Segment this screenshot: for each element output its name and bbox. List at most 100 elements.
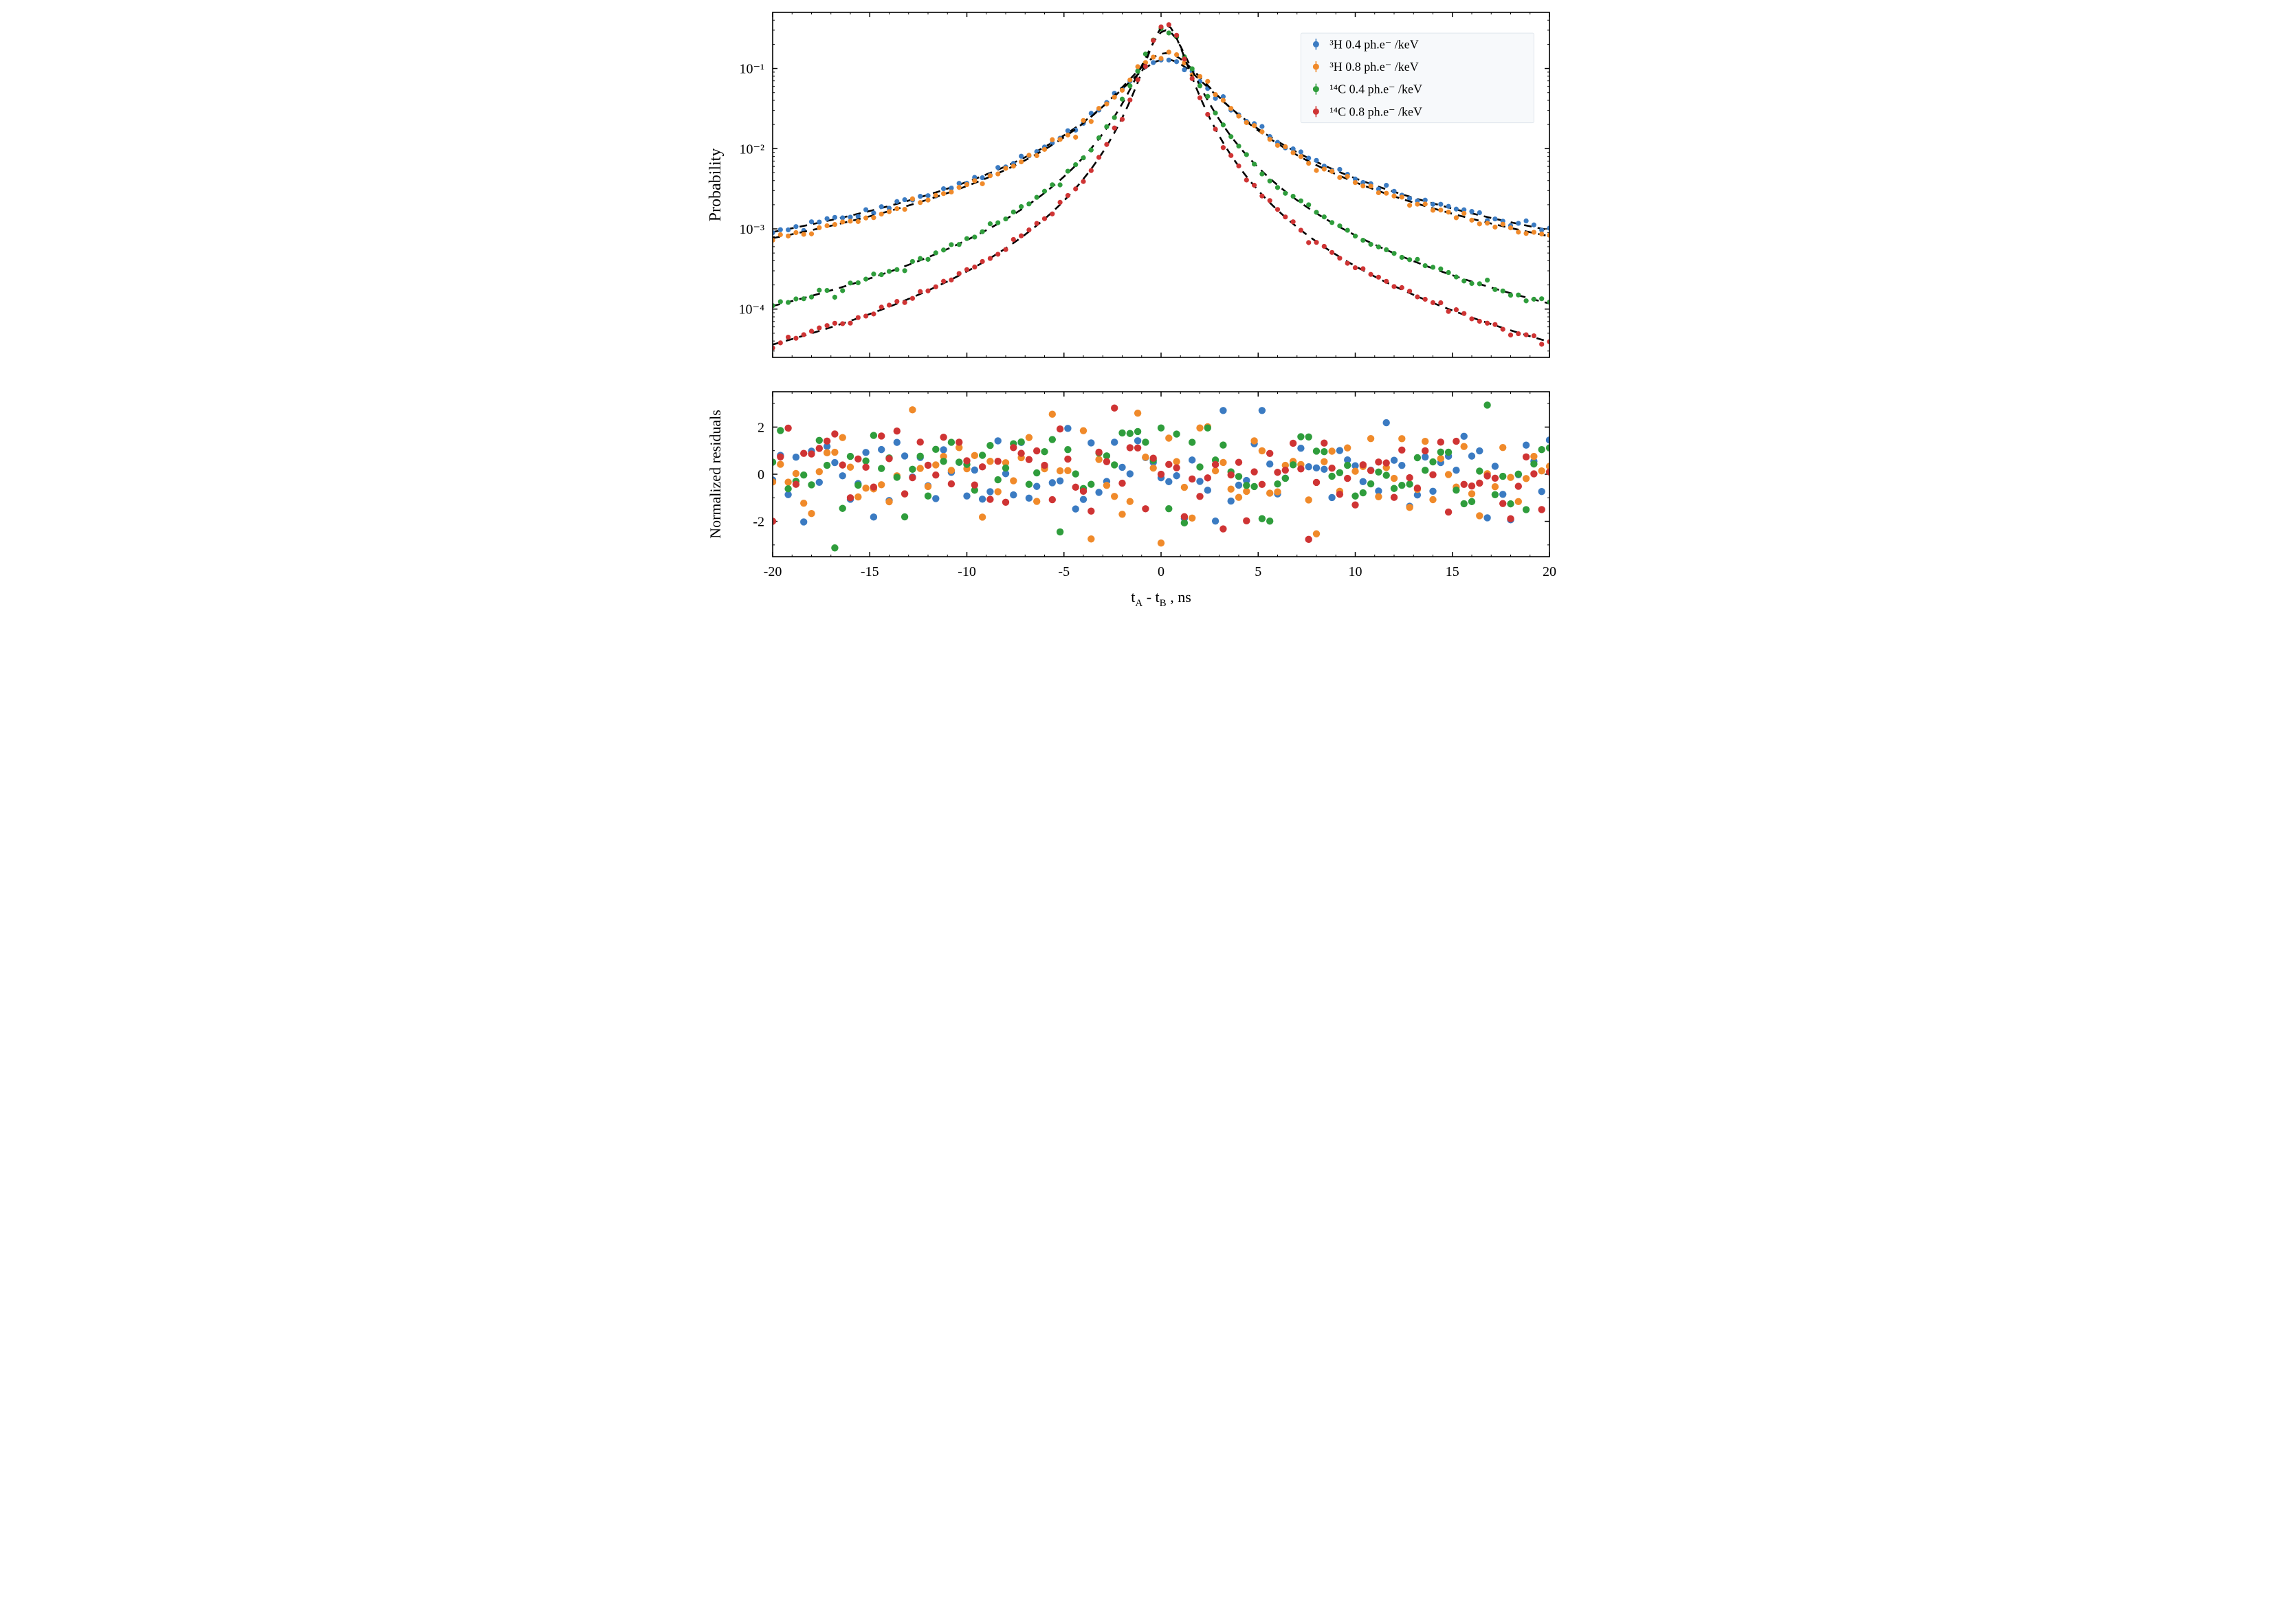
residual-point-green: [956, 458, 962, 465]
data-point-blue: [1516, 221, 1521, 225]
data-point-orange: [1019, 159, 1024, 164]
residual-point-green: [1282, 475, 1289, 482]
residual-point-blue: [1095, 489, 1102, 496]
data-point-red: [1151, 38, 1156, 43]
residual-point-orange: [1468, 490, 1475, 497]
data-point-green: [1073, 162, 1078, 167]
residual-point-orange: [1305, 496, 1312, 503]
residual-point-orange: [1538, 467, 1545, 474]
residual-point-blue: [971, 467, 978, 474]
data-point-red: [856, 315, 861, 320]
xtick: -10: [958, 564, 976, 579]
data-point-green: [1190, 66, 1195, 71]
residual-point-green: [1328, 473, 1335, 480]
residual-point-orange: [909, 406, 916, 413]
data-point-green: [817, 288, 821, 293]
residual-point-blue: [1064, 425, 1071, 432]
xtick: -15: [861, 564, 879, 579]
residual-point-blue: [1266, 460, 1273, 467]
residual-point-red: [1468, 482, 1475, 489]
residual-point-green: [995, 476, 1002, 483]
data-point-green: [941, 247, 946, 252]
residual-point-red: [1064, 456, 1071, 463]
data-point-red: [1104, 142, 1109, 147]
data-point-orange: [1492, 225, 1497, 230]
residual-point-green: [1499, 473, 1506, 480]
data-point-green: [894, 267, 899, 272]
data-point-green: [1096, 135, 1101, 140]
data-point-blue: [980, 175, 985, 180]
residual-point-blue: [1228, 498, 1235, 504]
residual-point-orange: [1064, 467, 1071, 474]
data-point-orange: [1174, 52, 1179, 57]
residual-point-green: [784, 485, 791, 492]
data-point-red: [1400, 285, 1404, 290]
data-point-blue: [817, 219, 821, 224]
data-point-orange: [1407, 203, 1412, 208]
residual-point-red: [1422, 447, 1428, 454]
residual-point-red: [1476, 480, 1483, 487]
data-point-green: [1081, 155, 1085, 160]
data-point-blue: [1151, 60, 1156, 65]
residual-point-red: [1499, 500, 1506, 507]
residual-point-orange: [1118, 511, 1125, 518]
residual-point-green: [1344, 462, 1351, 469]
residual-point-green: [1033, 469, 1040, 476]
residual-point-orange: [986, 458, 993, 465]
data-point-green: [1213, 111, 1218, 115]
data-point-red: [964, 267, 969, 272]
data-point-green: [1003, 216, 1008, 221]
residual-point-red: [1429, 471, 1436, 478]
data-point-orange: [988, 173, 993, 178]
data-point-green: [1461, 278, 1466, 283]
data-point-red: [1322, 244, 1327, 249]
residual-point-red: [1336, 491, 1343, 498]
data-point-green: [1050, 182, 1055, 187]
data-point-blue: [1492, 216, 1497, 221]
residual-point-green: [847, 453, 854, 460]
data-point-green: [1167, 30, 1171, 35]
residual-point-red: [1165, 461, 1172, 468]
legend-marker: [1313, 86, 1319, 92]
residual-point-blue: [1111, 438, 1118, 445]
residual-point-blue: [1196, 478, 1203, 485]
data-point-red: [1268, 198, 1272, 203]
data-point-green: [980, 229, 985, 234]
data-point-orange: [1259, 129, 1264, 134]
data-point-red: [1353, 265, 1358, 270]
data-point-green: [918, 256, 923, 261]
data-point-orange: [1275, 143, 1280, 148]
data-point-green: [1524, 298, 1529, 303]
residual-point-orange: [878, 481, 885, 488]
residual-point-blue: [1057, 478, 1063, 485]
data-point-red: [957, 271, 962, 276]
residual-point-orange: [1259, 447, 1266, 454]
residual-point-green: [1173, 430, 1180, 437]
residual-point-orange: [793, 470, 799, 477]
data-point-red: [1524, 332, 1529, 337]
residual-point-orange: [1026, 434, 1033, 441]
data-point-green: [1329, 220, 1334, 225]
residual-point-green: [894, 474, 901, 480]
residual-point-green: [917, 453, 924, 460]
data-point-red: [1384, 279, 1389, 284]
residual-point-blue: [862, 449, 869, 456]
data-point-red: [848, 321, 852, 326]
data-point-red: [1221, 145, 1226, 150]
data-point-red: [879, 304, 884, 309]
data-point-green: [1136, 69, 1140, 74]
residual-point-red: [1072, 484, 1079, 491]
data-point-orange: [1167, 49, 1171, 54]
residual-point-blue: [1483, 514, 1490, 521]
residual-point-red: [894, 427, 901, 434]
residual-point-red: [1259, 481, 1266, 488]
residual-point-green: [1351, 493, 1358, 500]
residual-point-red: [1360, 461, 1367, 468]
residual-point-blue: [1297, 445, 1304, 452]
residual-point-red: [1305, 536, 1312, 543]
residual-point-red: [1313, 479, 1320, 486]
data-point-red: [1019, 234, 1024, 238]
data-point-red: [925, 289, 930, 293]
residual-point-orange: [948, 467, 955, 474]
residual-point-green: [1391, 485, 1398, 492]
